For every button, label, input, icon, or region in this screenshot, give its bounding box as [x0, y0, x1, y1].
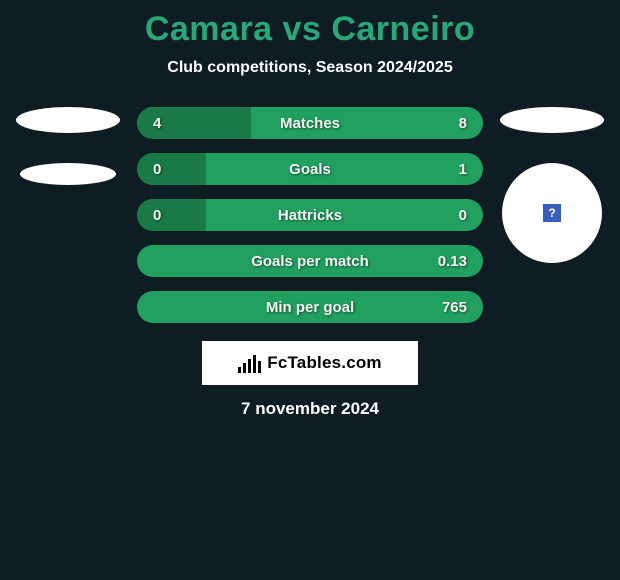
bars-chart-icon — [238, 353, 261, 373]
club-badge: ? — [502, 163, 602, 263]
title-player-left: Camara — [145, 10, 273, 48]
stat-bar: 4Matches8 — [137, 107, 483, 139]
title-player-right: Carneiro — [331, 10, 475, 48]
page-root: Camara vs Carneiro Club competitions, Se… — [0, 0, 620, 580]
avatar-placeholder-icon — [20, 163, 116, 185]
stat-bar: 0Hattricks0 — [137, 199, 483, 231]
subtitle: Club competitions, Season 2024/2025 — [0, 59, 620, 77]
question-icon: ? — [543, 204, 561, 222]
brand-text: FcTables.com — [267, 353, 382, 373]
stat-value-left: 4 — [153, 115, 201, 132]
stat-label: Hattricks — [201, 207, 419, 224]
title-vs: vs — [283, 10, 322, 48]
comparison-row: 4Matches80Goals10Hattricks0Goals per mat… — [0, 107, 620, 323]
avatar-placeholder-icon — [500, 107, 604, 133]
right-player-avatars: ? — [497, 107, 607, 263]
snapshot-date: 7 november 2024 — [0, 399, 620, 419]
stat-label: Matches — [201, 115, 419, 132]
stat-value-right: 8 — [419, 115, 467, 132]
page-title: Camara vs Carneiro — [0, 0, 620, 49]
stat-value-right: 0 — [419, 207, 467, 224]
stat-value-left: 0 — [153, 161, 201, 178]
stat-bar: Goals per match0.13 — [137, 245, 483, 277]
stat-label: Goals per match — [201, 253, 419, 270]
stat-value-left: 0 — [153, 207, 201, 224]
stat-label: Min per goal — [201, 299, 419, 316]
brand-watermark: FcTables.com — [202, 341, 418, 385]
left-player-avatars — [13, 107, 123, 185]
stat-bar: Min per goal765 — [137, 291, 483, 323]
stat-label: Goals — [201, 161, 419, 178]
stat-value-right: 765 — [419, 299, 467, 316]
avatar-placeholder-icon — [16, 107, 120, 133]
stat-bar: 0Goals1 — [137, 153, 483, 185]
stat-value-right: 1 — [419, 161, 467, 178]
stat-bars: 4Matches80Goals10Hattricks0Goals per mat… — [137, 107, 483, 323]
stat-value-right: 0.13 — [419, 253, 467, 270]
badge-text: ? — [548, 206, 555, 220]
